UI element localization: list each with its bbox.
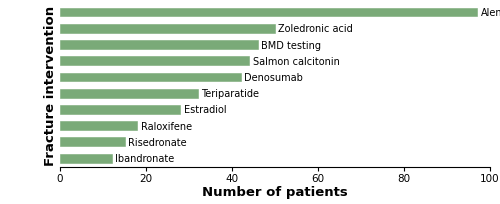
Text: Raloxifene: Raloxifene	[141, 121, 192, 131]
Bar	[60, 154, 112, 163]
Bar	[60, 89, 198, 98]
Bar	[60, 138, 124, 147]
Bar	[60, 25, 275, 34]
Text: BMD testing: BMD testing	[261, 40, 321, 50]
Bar	[60, 73, 240, 82]
Y-axis label: Fracture intervention: Fracture intervention	[44, 6, 57, 165]
Bar	[60, 105, 180, 114]
Text: Zoledronic acid: Zoledronic acid	[278, 24, 353, 34]
Bar	[60, 122, 138, 131]
Text: Teriparatide: Teriparatide	[201, 89, 259, 99]
Bar	[60, 41, 258, 50]
Text: Ibandronate: Ibandronate	[115, 153, 174, 163]
Text: Salmon calcitonin: Salmon calcitonin	[252, 57, 340, 67]
Bar	[60, 57, 249, 66]
Text: Risedronate: Risedronate	[128, 137, 186, 147]
Text: Denosumab: Denosumab	[244, 73, 303, 83]
Text: Estradiol: Estradiol	[184, 105, 226, 115]
X-axis label: Number of patients: Number of patients	[202, 185, 348, 198]
Text: Alendronate: Alendronate	[480, 8, 500, 18]
Bar	[60, 9, 477, 17]
